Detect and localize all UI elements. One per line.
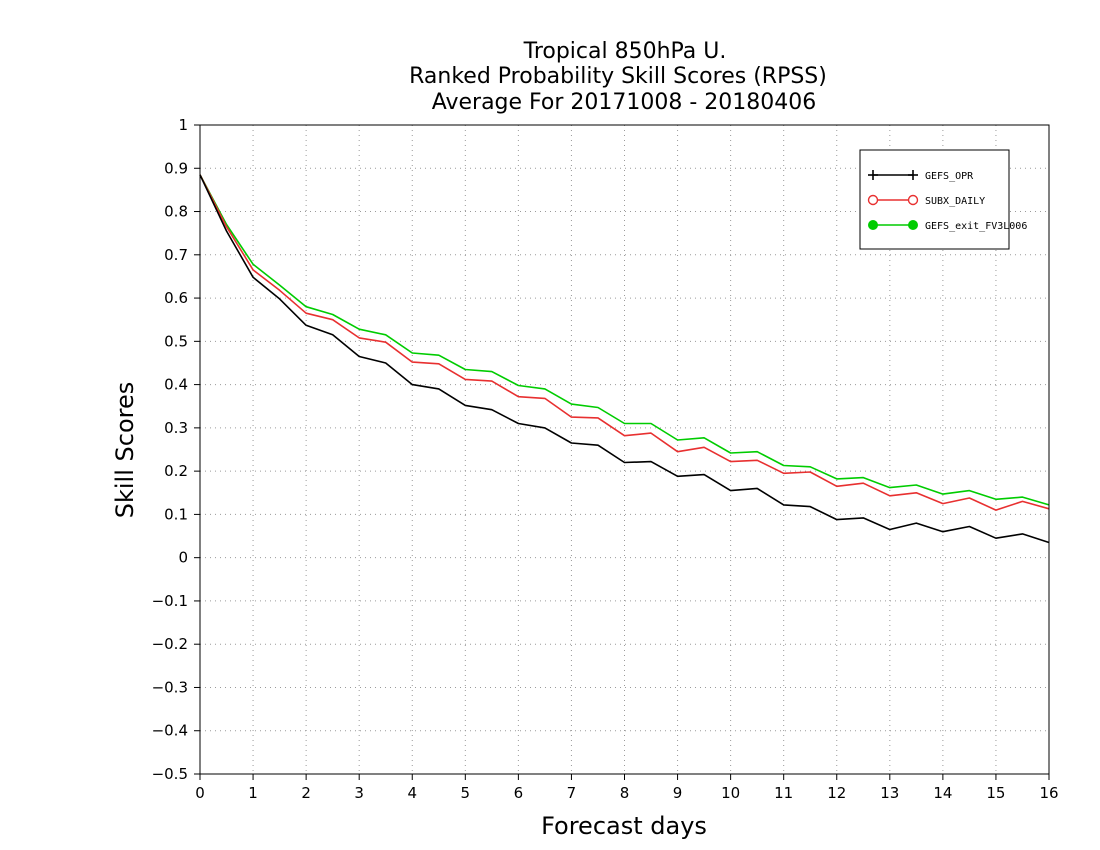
y-tick-label: 0.8 [164, 203, 188, 221]
grid [200, 125, 1049, 774]
y-tick-label: −0.5 [152, 765, 188, 783]
legend-marker-dot [868, 220, 878, 230]
x-tick-label: 6 [514, 784, 524, 802]
chart-title-line-2: Ranked Probability Skill Scores (RPSS) [409, 64, 827, 89]
x-tick-label: 14 [933, 784, 952, 802]
x-tick-label: 5 [461, 784, 471, 802]
y-tick-label: −0.2 [152, 635, 188, 653]
series-line-gefs-exit-fv3l006 [199, 174, 1050, 506]
y-tick-label: 0.1 [164, 505, 188, 523]
x-tick-label: 9 [673, 784, 683, 802]
y-tick-label: 0.3 [164, 419, 188, 437]
x-tick-label: 10 [721, 784, 740, 802]
y-tick-label: −0.1 [152, 592, 188, 610]
x-tick-label: 7 [567, 784, 577, 802]
legend-marker-circle [867, 194, 879, 206]
series-lines [199, 174, 1050, 544]
chart-title-line-3: Average For 20171008 - 20180406 [432, 90, 817, 115]
x-tick-label: 12 [827, 784, 846, 802]
y-tick-label: 0.5 [164, 332, 188, 350]
x-tick-label: 2 [301, 784, 311, 802]
x-tick-label: 0 [195, 784, 205, 802]
legend-label-gefs-opr: GEFS_OPR [925, 171, 974, 182]
legend-marker-dot [908, 220, 918, 230]
x-tick-label: 4 [407, 784, 417, 802]
chart-title: Tropical 850hPa U. Ranked Probability Sk… [409, 39, 827, 115]
x-tick-label: 3 [354, 784, 364, 802]
legend: GEFS_OPR SUBX_DAILY GEFS_exit_FV3L006 [859, 149, 1027, 250]
legend-label-subx-daily: SUBX_DAILY [925, 196, 985, 207]
series-line-subx-daily [199, 174, 1050, 511]
x-tick-label: 8 [620, 784, 630, 802]
legend-label-gefs-exit-fv3l006: GEFS_exit_FV3L006 [925, 221, 1027, 232]
y-tick-label: −0.4 [152, 722, 188, 740]
y-tick-label: 0.2 [164, 462, 188, 480]
y-tick-label: 0.7 [164, 246, 188, 264]
y-tick-label: 0.6 [164, 289, 188, 307]
series-line-gefs-opr [199, 174, 1050, 544]
x-tick-label: 1 [248, 784, 258, 802]
y-tick-label: 0.9 [164, 159, 188, 177]
chart-title-line-1: Tropical 850hPa U. [523, 39, 727, 64]
y-axis: −0.5 −0.4 −0.3 −0.2 −0.1 0 0.1 0.2 0.3 0.4 0.5 0.6 0… [152, 116, 200, 783]
x-tick-label: 13 [880, 784, 899, 802]
x-axis: 0 1 2 3 4 5 6 7 8 9 10 11 12 13 14 15 16 [195, 774, 1059, 802]
y-tick-label: 1 [178, 116, 188, 134]
y-tick-label: 0.4 [164, 376, 188, 394]
x-axis-title: Forecast days [541, 812, 707, 840]
x-tick-label: 11 [774, 784, 793, 802]
x-tick-label: 16 [1039, 784, 1058, 802]
y-tick-label: 0 [178, 549, 188, 567]
y-tick-label: −0.3 [152, 678, 188, 696]
legend-marker-circle [907, 194, 919, 206]
x-tick-label: 15 [986, 784, 1005, 802]
y-axis-title: Skill Scores [111, 382, 139, 519]
